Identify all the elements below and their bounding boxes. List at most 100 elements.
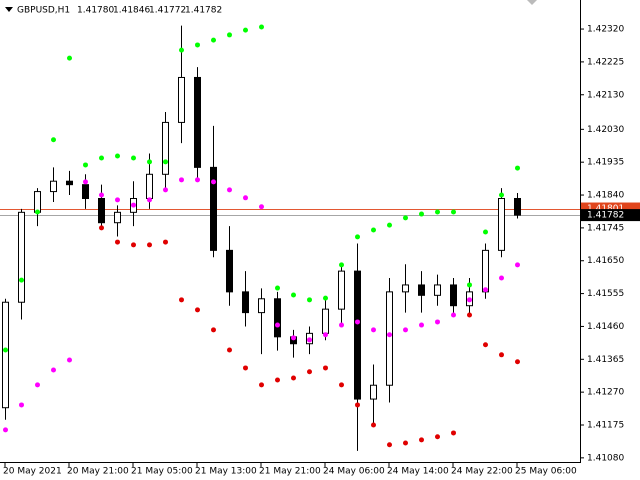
indicator-dot [307,369,312,375]
candle-body [82,184,89,199]
indicator-dot [499,352,504,358]
indicator-dot [3,347,8,353]
indicator-dot [211,37,216,43]
indicator-dot [19,277,24,283]
indicator-dot [419,322,424,328]
y-tick-label: 1.41650 [587,256,624,266]
indicator-dot [371,227,376,233]
indicator-dot [211,179,216,185]
candle-body [34,191,41,213]
x-tick-label: 24 May 06:00 [323,467,385,477]
indicator-dot [115,153,120,159]
indicator-dot [259,382,264,388]
indicator-dot [355,402,360,408]
indicator-dot [99,192,104,198]
quote-high: 1.41846 [113,6,150,16]
indicator-dot [435,434,440,440]
indicator-dot [83,162,88,168]
indicator-dot [435,319,440,325]
indicator-dot [451,312,456,318]
indicator-dot [419,437,424,443]
y-tick-label: 1.41555 [587,289,624,299]
indicator-dot [403,215,408,221]
indicator-dot [483,229,488,235]
candle-body [418,284,425,296]
indicator-dot [499,192,504,198]
indicator-dot [163,239,168,245]
indicator-dot [451,430,456,436]
indicator-dot [67,357,72,363]
indicator-dot [67,55,72,61]
candle-body [210,166,217,251]
indicator-dot [339,382,344,388]
candle-body [194,76,201,168]
y-tick-label: 1.42130 [587,90,624,100]
indicator-dot [51,367,56,373]
indicator-dot [227,32,232,38]
indicator-dot [483,287,488,293]
indicator-dot [467,312,472,318]
indicator-dot [51,137,56,143]
indicator-dot [403,327,408,333]
scroll-marker [527,0,537,5]
quote-low: 1.41772 [149,6,186,16]
indicator-dot [291,335,296,341]
y-tick-label: 1.41460 [587,322,624,332]
indicator-dot [99,225,104,231]
indicator-dot [195,42,200,48]
indicator-dot [99,155,104,161]
quote-open: 1.41780 [77,6,114,16]
y-tick-label: 1.42030 [587,125,624,135]
indicator-dot [355,234,360,240]
price-label-box [581,209,640,222]
indicator-dot [355,319,360,325]
indicator-dot [515,359,520,365]
indicator-dot [387,332,392,338]
indicator-dot [259,204,264,210]
indicator-dot [275,285,280,291]
candle-body [162,121,169,175]
indicator-dot [259,24,264,30]
indicator-dot [499,275,504,281]
indicator-dot [323,295,328,301]
indicator-dot [291,292,296,298]
y-tick-label: 1.41745 [587,223,624,233]
indicator-dot [163,187,168,193]
indicator-dot [291,375,296,381]
indicator-dot [243,27,248,33]
indicator-dot [371,422,376,428]
indicator-dot [147,159,152,165]
indicator-dot [35,382,40,388]
x-tick-label: 20 May 2021 [3,467,62,477]
indicator-dot [515,262,520,268]
indicator-dot [467,282,472,288]
candle-body [226,249,233,293]
candle-body [50,180,57,193]
indicator-dot [179,47,184,53]
menu-arrow[interactable] [5,7,13,12]
x-tick-label: 21 May 21:00 [259,467,321,477]
indicator-dot [483,342,488,348]
x-tick-label: 20 May 21:00 [67,467,129,477]
candle-body [450,284,457,307]
candle-body [114,211,121,224]
indicator-dot [451,209,456,215]
indicator-dot [275,322,280,328]
candle-body [2,301,9,409]
candle-body [386,291,393,386]
indicator-dot [179,177,184,183]
y-tick-label: 1.41080 [587,453,624,463]
indicator-dot [435,209,440,215]
candle-body [514,197,521,216]
y-tick-label: 1.41270 [587,388,624,398]
candle-body [354,270,361,400]
indicator-dot [387,222,392,228]
candle-body [146,173,153,199]
price-label: 1.41782 [587,211,624,221]
indicator-dot [227,187,232,193]
indicator-dot [195,307,200,313]
candle-body [274,298,281,338]
indicator-dot [211,327,216,333]
indicator-dot [515,165,520,171]
